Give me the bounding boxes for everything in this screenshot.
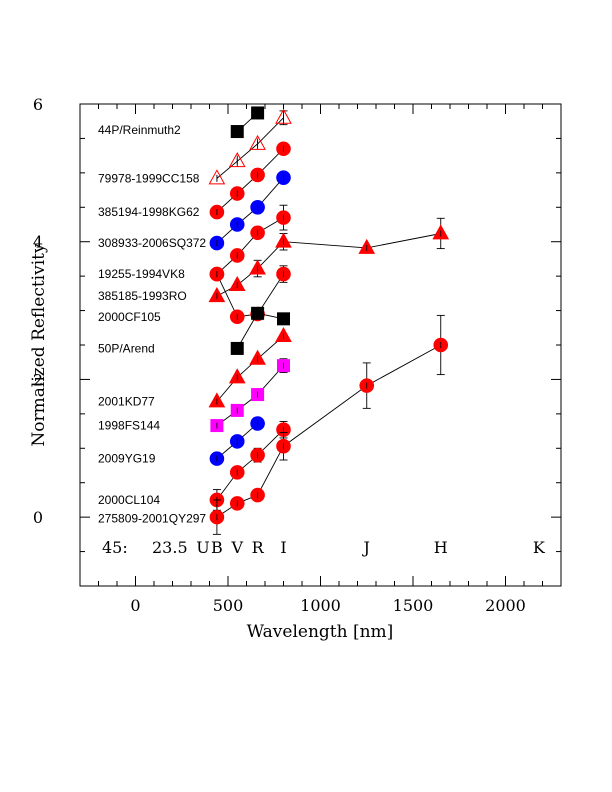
x-tick-label: 1000 xyxy=(300,596,341,615)
object-label: 2000CF105 xyxy=(98,310,161,324)
y-tick-label: 2 xyxy=(33,370,43,389)
series-line xyxy=(216,233,441,297)
series-line xyxy=(216,365,284,426)
series-2001KD77 xyxy=(210,358,290,433)
object-label: 385194-1998KG62 xyxy=(98,205,200,219)
series-2000CL104 xyxy=(209,314,449,535)
series-line xyxy=(216,117,284,179)
axis-ticks xyxy=(79,103,562,587)
series-line xyxy=(216,217,284,275)
annotation-value: 23.5 xyxy=(152,538,188,557)
series-line xyxy=(216,344,442,518)
object-label: 44P/Reinmuth2 xyxy=(98,123,181,137)
x-tick-label: 1500 xyxy=(393,596,434,615)
series-2009YG19 xyxy=(209,420,291,511)
object-label: 308933-2006SQ372 xyxy=(98,236,206,250)
series-1998FS144 xyxy=(209,416,265,466)
band-label: K xyxy=(533,538,546,557)
series-line xyxy=(216,273,284,318)
series-50P/Arend xyxy=(208,326,292,408)
series-79978-1999CC158 xyxy=(209,141,291,220)
band-label: H xyxy=(434,538,448,557)
series-line xyxy=(216,429,284,501)
series-44P/Reinmuth2 xyxy=(230,106,265,139)
y-axis-label: Normalized Reflectivity xyxy=(29,243,49,447)
object-label: 19255-1994VK8 xyxy=(98,267,185,281)
band-label: I xyxy=(280,538,286,557)
x-tick-label: 2000 xyxy=(485,596,526,615)
series-2000CF105 xyxy=(230,306,290,355)
x-axis-label: Wavelength [nm] xyxy=(247,622,394,642)
object-label: 2009YG19 xyxy=(98,452,156,466)
object-labels: 44P/Reinmuth2 79978-1999CC158 385194-1998K… xyxy=(98,123,206,525)
y-tick-label: 4 xyxy=(33,233,43,252)
band-label: B xyxy=(211,538,223,557)
band-labels: 45: 23.5 U B V R I J H K xyxy=(102,538,546,557)
y-tick-label: 6 xyxy=(33,95,43,114)
band-label: V xyxy=(230,538,243,557)
x-tick-label: 500 xyxy=(213,596,244,615)
series-19255-1994VK8 xyxy=(208,217,450,303)
data-point xyxy=(228,152,246,168)
x-tick-label: 0 xyxy=(130,596,140,615)
series-line xyxy=(216,335,284,402)
axis-tick-labels: 0 500 1000 1500 2000 0 2 4 6 xyxy=(33,95,526,615)
object-label: 2001KD77 xyxy=(98,394,155,408)
band-label: J xyxy=(362,538,370,557)
series-385194-1998KG62 xyxy=(209,170,291,251)
series-layer xyxy=(208,106,450,535)
object-label: 385185-1993RO xyxy=(98,289,187,303)
band-label: U xyxy=(196,538,209,557)
object-label: 2000CL104 xyxy=(98,493,160,507)
object-label: 1998FS144 xyxy=(98,419,160,433)
series-44P/Reinmuth2 xyxy=(208,108,292,185)
object-label: 50P/Arend xyxy=(98,341,155,355)
series-line xyxy=(216,148,284,213)
object-label: 275809-2001QY297 xyxy=(98,512,206,526)
band-label: R xyxy=(252,538,265,557)
data-point xyxy=(275,108,292,124)
data-point xyxy=(249,134,266,150)
y-tick-label: 0 xyxy=(33,508,43,527)
annotation-id: 45: xyxy=(102,538,128,557)
data-point xyxy=(208,169,226,185)
object-label: 79978-1999CC158 xyxy=(98,171,200,185)
series-line xyxy=(216,177,284,244)
